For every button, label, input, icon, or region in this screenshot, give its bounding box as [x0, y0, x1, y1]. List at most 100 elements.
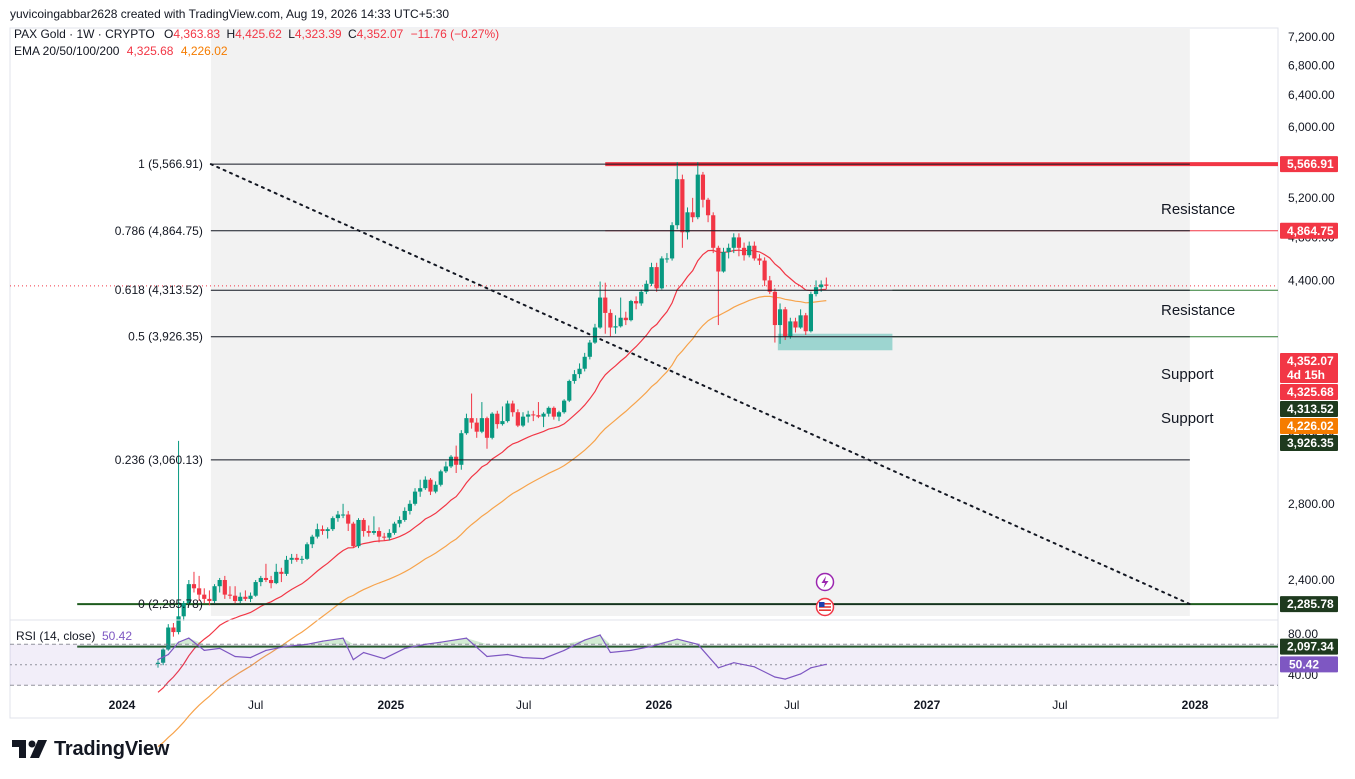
fib-label-4: 0.236 (3,060.13): [115, 453, 203, 467]
price-badge-box: [1280, 367, 1338, 383]
candle-body: [397, 519, 402, 524]
candle-body: [253, 582, 258, 596]
annotation-resistance-top: Resistance: [1161, 201, 1235, 218]
candle-2024-05-13: [217, 577, 222, 593]
low-value: 4,323.39: [294, 27, 342, 41]
candle-2026-07-20: [803, 312, 808, 335]
candle-body: [515, 412, 520, 426]
price-badge-0: 5,566.91: [1280, 156, 1338, 173]
high-label: H: [226, 27, 236, 41]
symbol-label[interactable]: PAX Gold · 1W · CRYPTO: [14, 27, 155, 41]
candle-body: [531, 414, 536, 416]
rsi-overbought-fill: [168, 642, 179, 645]
time-axis[interactable]: 2024 Jul 2025 Jul 2026 Jul 2027 Jul 2028: [109, 698, 1209, 712]
us-flag-icon[interactable]: [815, 597, 835, 617]
price-badge-box: [1280, 353, 1338, 369]
candle-2025-05-12: [484, 416, 490, 449]
candle-2024-10-28: [340, 503, 346, 519]
rsi-point: [249, 656, 252, 659]
price-tick-9: 2,400.00: [1288, 573, 1335, 587]
candle-body: [325, 529, 330, 532]
candle-body: [217, 580, 222, 587]
candle-body: [186, 584, 191, 604]
candle-2026-07-13: [798, 309, 803, 329]
ema-label[interactable]: EMA 20/50/100/200: [14, 44, 120, 58]
candle-2025-12-22: [649, 262, 654, 287]
annotation-support-upper: Support: [1161, 366, 1214, 383]
price-badge-box: [1280, 384, 1338, 400]
support-zone-box: [777, 333, 893, 351]
price-badge-text: 5,566.91: [1287, 157, 1334, 171]
candle-2025-01-27: [407, 500, 412, 515]
price-badge-text: 2,097.34: [1287, 640, 1334, 654]
candle-body: [294, 557, 299, 560]
candle-2026-06-01: [767, 275, 772, 295]
price-badge-box: [1280, 638, 1338, 655]
fib-levels: 1 (5,566.91) 0.786 (4,864.75) 0.618 (4,313…: [115, 157, 1190, 611]
price-badge-text: 4,864.75: [1287, 224, 1334, 238]
candle-2024-06-24: [248, 592, 253, 603]
candle-body: [654, 267, 659, 289]
candle-body: [752, 245, 757, 259]
candle-body: [803, 315, 808, 332]
candle-2026-03-30: [721, 247, 726, 273]
candle-2024-07-01: [253, 580, 258, 597]
candle-body: [639, 291, 644, 304]
candle-2024-09-09: [304, 542, 310, 560]
candle-body: [819, 284, 824, 288]
candle-body: [572, 374, 577, 381]
candle-2024-09-02: [299, 555, 305, 564]
candle-body: [202, 594, 207, 599]
candle-body: [330, 518, 335, 530]
candle-2026-06-29: [788, 317, 793, 339]
rsi-point: [522, 656, 524, 659]
rsi-point: [774, 676, 776, 678]
rsi-point: [825, 663, 827, 665]
rsi-point: [800, 673, 802, 675]
candle-body: [500, 421, 505, 425]
price-badge-text: 2,285.78: [1287, 597, 1334, 611]
chart-header: yuvicoingabbar2628 created with TradingV…: [10, 7, 499, 58]
price-tick-8: 2,800.00: [1288, 497, 1335, 511]
price-badge-3: 4d 15h: [1280, 367, 1338, 383]
price-badge-6: 4,226.02: [1280, 418, 1338, 434]
candle-2026-04-06: [726, 243, 731, 259]
candles: [155, 162, 829, 668]
candle-2025-10-20: [603, 282, 608, 334]
candle-body: [469, 418, 474, 423]
close-label: C: [347, 27, 357, 41]
candle-2025-06-02: [500, 406, 505, 426]
candle-body: [664, 258, 670, 260]
rsi-point: [584, 639, 586, 641]
rsi-point: [285, 645, 288, 647]
candle-body: [428, 479, 433, 492]
candle-body: [618, 317, 623, 327]
candle-2024-03-04: [166, 624, 171, 651]
candle-body: [772, 291, 778, 326]
candle-2025-06-09: [505, 400, 510, 423]
candle-2025-11-10: [618, 297, 623, 328]
fib-label-2: 0.618 (4,313.52): [115, 283, 203, 297]
candle-2025-07-14: [531, 410, 536, 422]
candle-body: [304, 544, 310, 559]
rsi-point: [363, 651, 365, 654]
lightning-icon[interactable]: [815, 572, 835, 592]
candle-body: [155, 662, 161, 664]
ema50-line: [157, 295, 827, 748]
candle-2025-10-13: [598, 281, 603, 329]
candle-2025-01-06: [392, 521, 397, 535]
tradingview-logo[interactable]: TradingView: [12, 737, 169, 761]
candle-body: [346, 514, 351, 524]
candle-body: [207, 598, 212, 602]
candle-body: [788, 321, 793, 337]
rsi-point: [321, 640, 324, 642]
candle-2024-03-18: [176, 440, 181, 635]
time-tick-3: Jul: [516, 698, 531, 712]
candle-body: [669, 225, 675, 259]
price-tick-6: 4,400.00: [1288, 273, 1335, 287]
rsi-point: [157, 659, 159, 661]
candle-body: [767, 280, 772, 292]
candle-2024-10-07: [325, 527, 330, 539]
candle-body: [233, 595, 238, 602]
